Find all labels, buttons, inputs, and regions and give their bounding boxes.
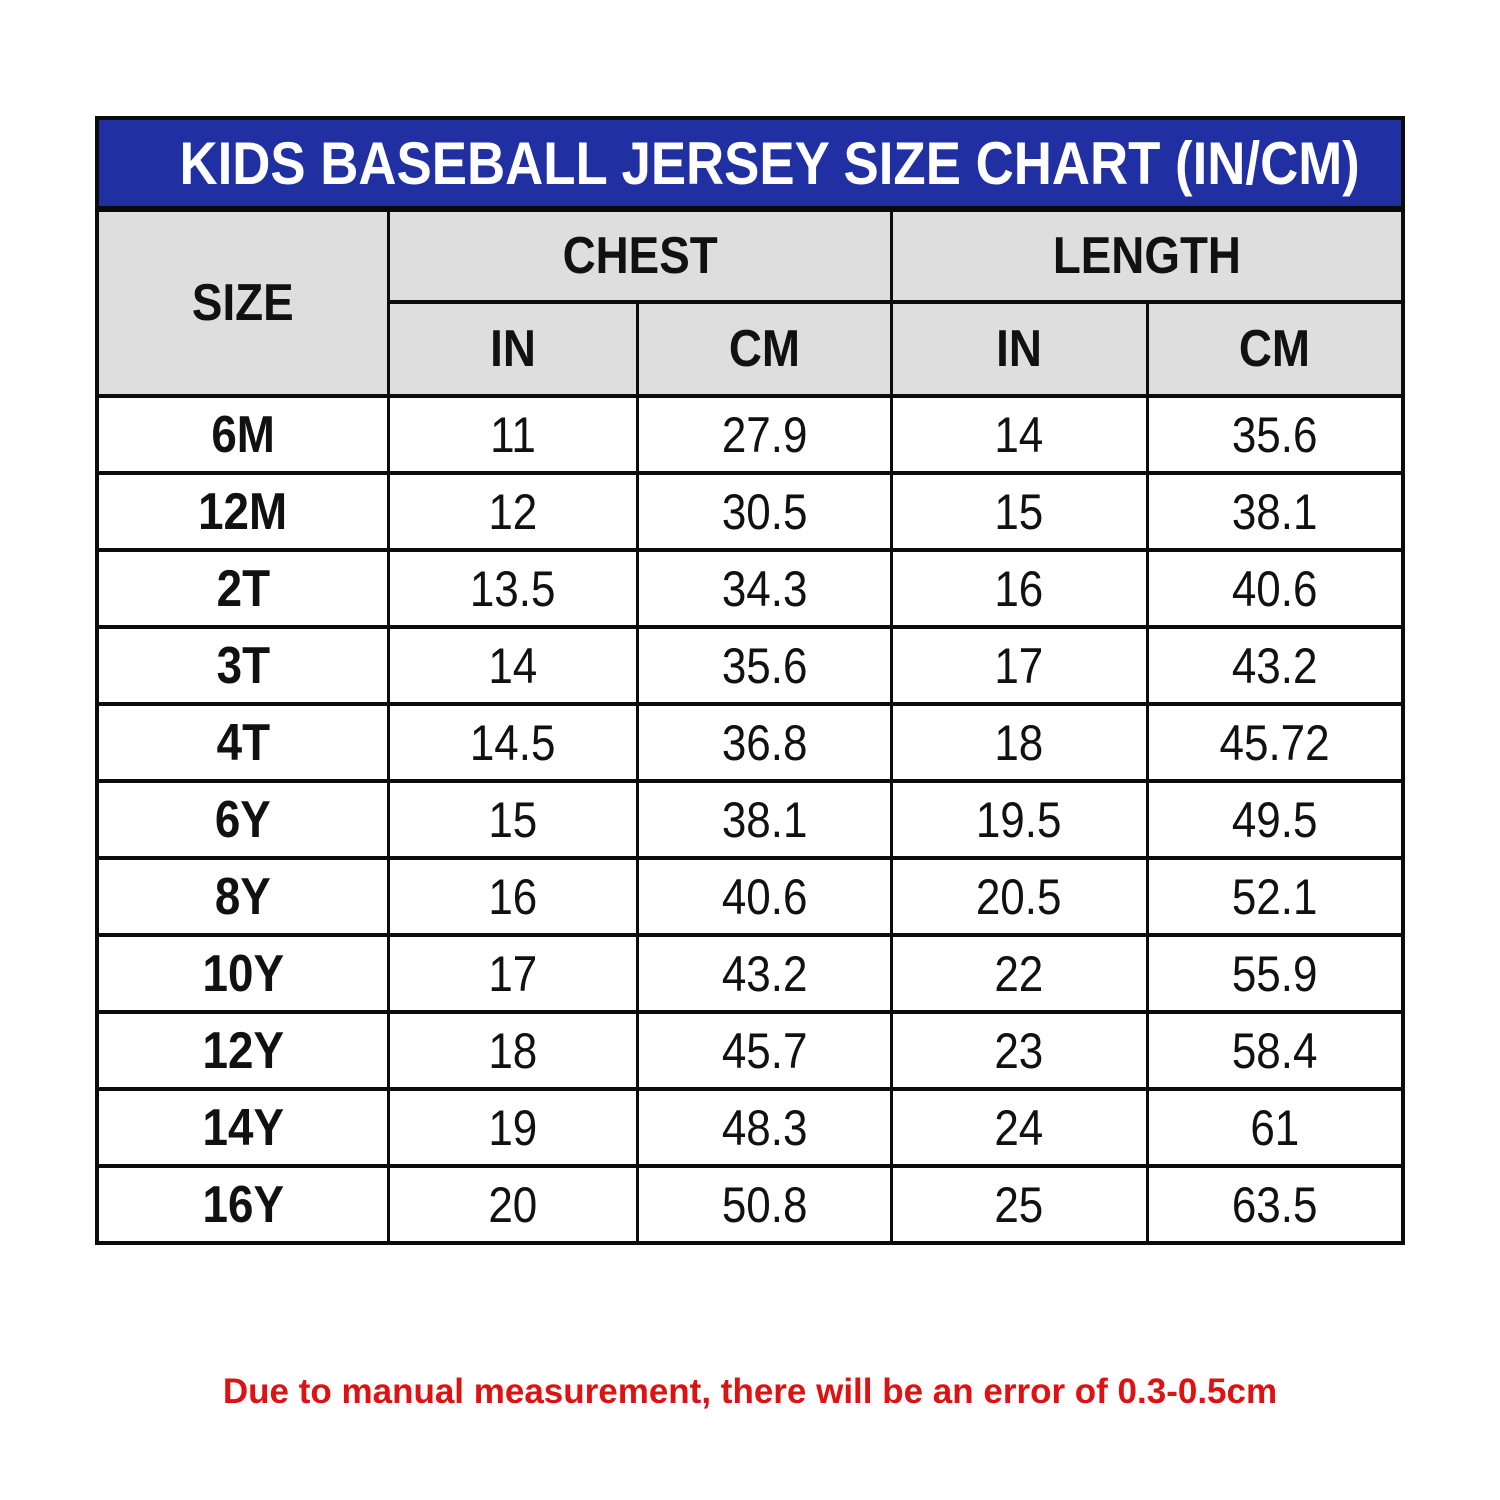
chest-in-cell: 15 [386, 779, 640, 860]
size-cell: 3T [95, 625, 390, 706]
table-row-2t: 2T 13.5 34.3 16 40.6 [95, 548, 1405, 629]
length-cm-cell: 38.1 [1145, 471, 1405, 552]
size-cell: 12M [95, 471, 390, 552]
length-cm-cell: 35.6 [1145, 394, 1405, 475]
length-cm-cell: 55.9 [1145, 933, 1405, 1014]
length-in-cell: 15 [889, 471, 1149, 552]
chest-in-cell: 18 [386, 1010, 640, 1091]
length-cm-cell: 63.5 [1145, 1164, 1405, 1245]
size-cell: 6M [95, 394, 390, 475]
unit-header-chest-cm: CM [636, 300, 893, 398]
table-row-10y: 10Y 17 43.2 22 55.9 [95, 933, 1405, 1014]
length-cm-cell: 45.72 [1145, 702, 1405, 783]
chest-in-cell: 14.5 [386, 702, 640, 783]
unit-header-length-in: IN [889, 300, 1149, 398]
length-cm-cell: 43.2 [1145, 625, 1405, 706]
chest-in-cell: 11 [386, 394, 640, 475]
length-in-cell: 17 [889, 625, 1149, 706]
chest-cm-cell: 43.2 [636, 933, 893, 1014]
size-cell: 10Y [95, 933, 390, 1014]
length-in-cell: 25 [889, 1164, 1149, 1245]
size-cell: 8Y [95, 856, 390, 937]
table-row-6y: 6Y 15 38.1 19.5 49.5 [95, 779, 1405, 860]
group-header-length: LENGTH [889, 207, 1405, 304]
length-cm-cell: 52.1 [1145, 856, 1405, 937]
length-in-cell: 24 [889, 1087, 1149, 1168]
chest-in-cell: 17 [386, 933, 640, 1014]
chest-in-cell: 14 [386, 625, 640, 706]
size-cell: 14Y [95, 1087, 390, 1168]
length-in-cell: 18 [889, 702, 1149, 783]
unit-header-chest-in: IN [386, 300, 640, 398]
size-cell: 16Y [95, 1164, 390, 1245]
table-row-4t: 4T 14.5 36.8 18 45.72 [95, 702, 1405, 783]
column-header-size: SIZE [95, 207, 390, 398]
unit-header-length-cm: CM [1145, 300, 1405, 398]
measurement-error-note: Due to manual measurement, there will be… [222, 1372, 1278, 1411]
chest-cm-cell: 35.6 [636, 625, 893, 706]
group-header-chest: CHEST [386, 207, 893, 304]
unit-header-row: IN CM IN CM [97, 300, 1405, 398]
chest-in-cell: 16 [386, 856, 640, 937]
length-cm-cell: 61 [1145, 1087, 1405, 1168]
table-row-16y: 16Y 20 50.8 25 63.5 [95, 1164, 1405, 1245]
size-cell: 6Y [95, 779, 390, 860]
chest-cm-cell: 40.6 [636, 856, 893, 937]
chest-cm-cell: 45.7 [636, 1010, 893, 1091]
chest-in-cell: 19 [386, 1087, 640, 1168]
table-row-12y: 12Y 18 45.7 23 58.4 [95, 1010, 1405, 1091]
chart-title: KIDS BASEBALL JERSEY SIZE CHART (IN/CM) [95, 116, 1405, 212]
length-in-cell: 23 [889, 1010, 1149, 1091]
length-in-cell: 20.5 [889, 856, 1149, 937]
length-in-cell: 14 [889, 394, 1149, 475]
chest-cm-cell: 38.1 [636, 779, 893, 860]
table-row-14y: 14Y 19 48.3 24 61 [95, 1087, 1405, 1168]
size-chart-table: KIDS BASEBALL JERSEY SIZE CHART (IN/CM) … [95, 116, 1405, 1245]
chest-in-cell: 13.5 [386, 548, 640, 629]
chest-in-cell: 12 [386, 471, 640, 552]
size-cell: 12Y [95, 1010, 390, 1091]
table-row-8y: 8Y 16 40.6 20.5 52.1 [95, 856, 1405, 937]
length-in-cell: 16 [889, 548, 1149, 629]
chest-cm-cell: 30.5 [636, 471, 893, 552]
chest-cm-cell: 50.8 [636, 1164, 893, 1245]
chest-cm-cell: 34.3 [636, 548, 893, 629]
length-in-cell: 19.5 [889, 779, 1149, 860]
length-cm-cell: 58.4 [1145, 1010, 1405, 1091]
table-row-12m: 12M 12 30.5 15 38.1 [95, 471, 1405, 552]
chest-cm-cell: 27.9 [636, 394, 893, 475]
table-row-6m: 6M 11 27.9 14 35.6 [95, 394, 1405, 475]
length-cm-cell: 49.5 [1145, 779, 1405, 860]
title-row: KIDS BASEBALL JERSEY SIZE CHART (IN/CM) [95, 116, 1405, 212]
table-row-3t: 3T 14 35.6 17 43.2 [95, 625, 1405, 706]
size-cell: 4T [95, 702, 390, 783]
chart-title-text: KIDS BASEBALL JERSEY SIZE CHART (IN/CM) [179, 129, 1360, 197]
length-cm-cell: 40.6 [1145, 548, 1405, 629]
chest-cm-cell: 48.3 [636, 1087, 893, 1168]
length-in-cell: 22 [889, 933, 1149, 1014]
chest-cm-cell: 36.8 [636, 702, 893, 783]
chest-in-cell: 20 [386, 1164, 640, 1245]
group-header-row: SIZE CHEST LENGTH [95, 207, 1405, 398]
size-cell: 2T [95, 548, 390, 629]
